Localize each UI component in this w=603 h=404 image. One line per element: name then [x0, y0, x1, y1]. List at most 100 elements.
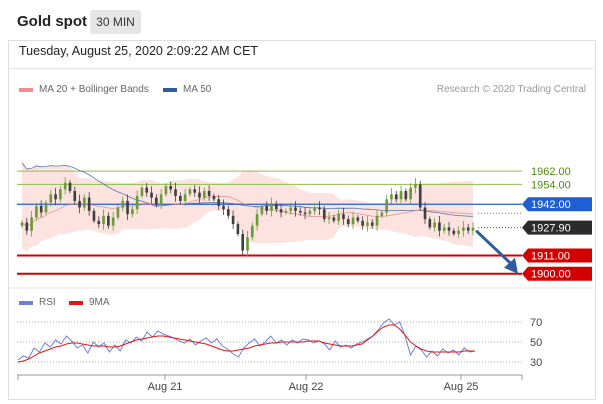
candle-body: [131, 209, 134, 215]
candle-body: [207, 191, 211, 196]
candle-body: [25, 222, 29, 231]
candle-body: [73, 191, 77, 201]
instrument-title: Gold spot: [17, 13, 87, 30]
candle-body: [44, 202, 48, 213]
candle-body: [423, 207, 427, 220]
pivot-label-box: [522, 197, 592, 212]
candle-body: [327, 217, 331, 220]
legend-ma20-label: MA 20 + Bollinger Bands: [39, 84, 149, 95]
candle-body: [183, 194, 187, 201]
x-axis-label-0: Aug 21: [148, 381, 183, 393]
candle-body: [375, 215, 379, 226]
candle-body: [342, 214, 345, 220]
candle-body: [356, 217, 360, 221]
candle-body: [169, 186, 173, 190]
candle-body: [270, 204, 273, 211]
timeframe-badge[interactable]: 30 MIN: [90, 10, 141, 34]
legend-ma50: MA 50: [163, 84, 211, 95]
x-axis-label-1: Aug 22: [289, 381, 324, 393]
forecast-arrow-head: [504, 257, 518, 274]
candle-body: [471, 227, 475, 231]
candle-body: [308, 210, 312, 215]
candle-body: [250, 225, 254, 238]
ma50-swatch: [163, 87, 177, 92]
forecast-arrow-shaft: [475, 230, 513, 266]
rsi-tick-70: 70: [530, 317, 542, 329]
support-label-box-1911-00: [522, 248, 592, 263]
legend-rsi-label: RSI: [39, 297, 56, 308]
ma20-line: [21, 196, 474, 228]
candle-body: [265, 205, 269, 211]
candle-body: [49, 194, 53, 203]
rsi-line: [17, 318, 476, 361]
resistance-label-1954-00: 1954.00: [531, 179, 571, 191]
candle-body: [418, 184, 422, 208]
candle-body: [202, 191, 206, 198]
support-label-1911-00: 1911.00: [531, 251, 570, 263]
last-price-box: [522, 220, 592, 235]
candle-body: [351, 217, 355, 225]
candle-body: [35, 205, 38, 218]
candle-body: [212, 195, 216, 200]
candle-body: [150, 192, 153, 198]
rsi-tick-30: 30: [530, 357, 542, 369]
candle-body: [102, 215, 105, 225]
candle-body: [39, 205, 43, 213]
ma9-swatch: [69, 300, 83, 305]
legend-ma50-label: MA 50: [183, 84, 212, 95]
candle-body: [116, 207, 120, 218]
candle-body: [346, 219, 350, 225]
candle-body: [394, 194, 398, 200]
legend-ma9: 9MA: [69, 297, 110, 308]
candle-body: [30, 217, 33, 231]
candle-body: [111, 217, 115, 226]
candle-body: [462, 227, 465, 231]
candle-body: [452, 230, 456, 235]
candle-body: [222, 205, 225, 210]
candle-body: [428, 219, 432, 228]
header-divider: [9, 68, 594, 69]
x-axis-label-2: Aug 25: [444, 381, 479, 393]
candle-body: [179, 195, 182, 201]
candle-body: [54, 194, 57, 200]
candle-body: [126, 200, 129, 215]
candle-body: [332, 217, 336, 221]
candle-body: [466, 227, 470, 231]
candle-body: [322, 209, 326, 220]
candle-body: [361, 220, 364, 226]
candle-body: [63, 182, 67, 190]
candle-body: [140, 187, 144, 196]
candle-body: [20, 222, 24, 226]
candle-body: [260, 205, 264, 215]
candle-body: [414, 184, 417, 188]
candle-body: [226, 209, 230, 216]
candle-body: [366, 222, 369, 226]
chart-timestamp: Tuesday, August 25, 2020 2:09:22 AM CET: [19, 44, 259, 58]
candle-body: [246, 237, 249, 251]
support-label-1900-00: 1900.00: [531, 269, 571, 281]
candle-body: [390, 194, 393, 200]
candle-body: [159, 194, 163, 205]
candle-body: [442, 227, 446, 231]
candle-body: [145, 187, 149, 193]
candle-body: [255, 214, 259, 226]
rsi-swatch: [19, 300, 33, 305]
candle-body: [274, 204, 278, 210]
pivot-label: 1942.00: [531, 199, 571, 211]
candle-body: [399, 191, 403, 200]
candle-body: [404, 191, 408, 200]
candle-body: [294, 207, 297, 211]
ma50-line: [21, 162, 474, 217]
legend-ma20: MA 20 + Bollinger Bands: [19, 84, 149, 95]
last-price-label: 1927.90: [531, 223, 571, 235]
candle-body: [174, 189, 177, 196]
chart-credit: Research © 2020 Trading Central: [436, 84, 586, 95]
legend-rsi: RSI: [19, 297, 56, 308]
candle-body: [83, 197, 86, 208]
candle-body: [164, 186, 168, 195]
candle-body: [155, 197, 158, 205]
candle-body: [78, 200, 81, 208]
rsi-9ma-line: [17, 324, 475, 363]
resistance-label-1962-00: 1962.00: [531, 166, 571, 178]
ma20-swatch: [19, 87, 33, 92]
